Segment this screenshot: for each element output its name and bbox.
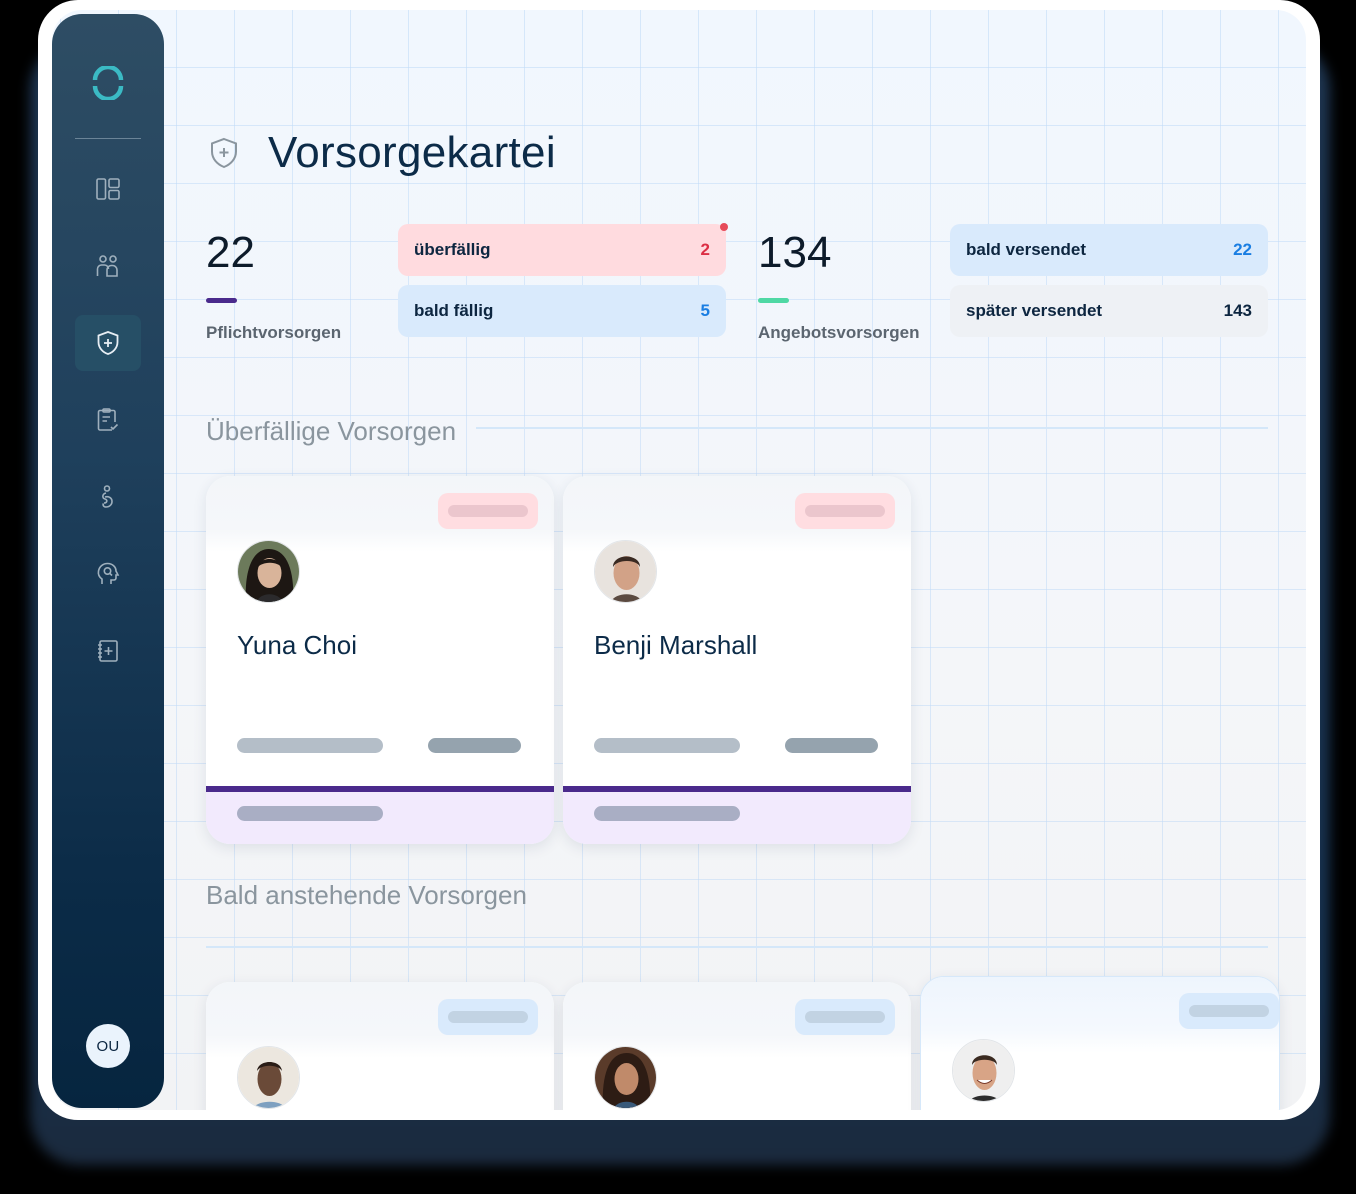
filter-bald-faellig[interactable]: bald fällig 5 — [398, 285, 726, 337]
avatar — [237, 540, 300, 603]
placeholder-line — [594, 738, 740, 753]
pill-count: 2 — [700, 240, 710, 259]
clipboard-check-icon — [97, 408, 119, 431]
ring-logo-icon[interactable] — [91, 66, 125, 100]
sidebar-divider — [75, 138, 141, 139]
sidebar-nav — [75, 161, 141, 679]
stat-pflichtvorsorgen: 22 Pflichtvorsorgen — [206, 228, 341, 343]
sidebar-item-vorsorge[interactable] — [75, 315, 141, 371]
patient-name: Benji Marshall — [594, 630, 758, 660]
pill-count: 22 — [1233, 240, 1252, 259]
users-icon — [96, 255, 118, 277]
card-footer — [206, 786, 554, 844]
pill-label: später versendet — [966, 301, 1103, 320]
stat-label: Angebotsvorsorgen — [758, 323, 920, 342]
avatar — [594, 1046, 657, 1109]
pill-label: bald versendet — [966, 240, 1086, 259]
sidebar-item-people[interactable] — [75, 238, 141, 294]
avatar — [594, 540, 657, 603]
pill-count: 143 — [1223, 301, 1252, 320]
sidebar-item-dashboard[interactable] — [75, 161, 141, 217]
status-badge — [438, 493, 538, 529]
stat-accent-bar — [206, 298, 237, 303]
pill-count: 5 — [700, 301, 710, 320]
page-title: Vorsorgekartei — [268, 128, 556, 177]
patient-card[interactable] — [563, 982, 911, 1110]
status-badge — [795, 999, 895, 1035]
pill-label: bald fällig — [414, 301, 494, 320]
placeholder-line — [785, 738, 878, 753]
filter-spaeter-versendet[interactable]: später versendet 143 — [950, 285, 1268, 337]
device-frame: OU Vorsorgekartei 22 Pflichtvorsorgen — [38, 0, 1320, 1120]
status-badge — [438, 999, 538, 1035]
sidebar-item-mental-health[interactable] — [75, 546, 141, 602]
shield-plus-icon — [211, 137, 237, 169]
pill-label: überfällig — [414, 240, 491, 259]
shield-plus-icon — [97, 331, 119, 355]
section-divider — [476, 427, 1268, 429]
sidebar-item-pregnancy[interactable] — [75, 469, 141, 525]
patient-name: Yuna Choi — [237, 630, 357, 660]
user-avatar[interactable]: OU — [86, 1024, 130, 1068]
stat-value: 22 — [206, 228, 255, 277]
page-header: Vorsorgekartei — [206, 128, 556, 178]
filter-ueberfaellig[interactable]: überfällig 2 — [398, 224, 726, 276]
patient-card[interactable] — [920, 976, 1280, 1110]
stat-accent-bar — [758, 298, 789, 303]
placeholder-line — [237, 738, 383, 753]
section-title-upcoming: Bald anstehende Vorsorgen — [206, 880, 527, 910]
stat-value: 134 — [758, 228, 832, 277]
sidebar: OU — [52, 14, 164, 1108]
placeholder-line — [428, 738, 521, 753]
avatar — [237, 1046, 300, 1109]
status-badge — [795, 493, 895, 529]
patient-card[interactable]: Benji Marshall — [563, 476, 911, 844]
avatar — [952, 1039, 1015, 1102]
head-search-icon — [97, 562, 120, 584]
status-badge — [1179, 993, 1279, 1029]
stat-angebotsvorsorgen: 134 Angebotsvorsorgen — [758, 228, 920, 343]
notebook-plus-icon — [98, 640, 118, 662]
stat-label: Pflichtvorsorgen — [206, 323, 342, 342]
notification-dot — [720, 223, 728, 231]
pregnancy-icon — [102, 485, 113, 508]
main-content: Vorsorgekartei 22 Pflichtvorsorgen überf… — [206, 10, 1306, 1110]
dashboard-layout-icon — [96, 178, 120, 200]
app-screen: OU Vorsorgekartei 22 Pflichtvorsorgen — [52, 10, 1306, 1110]
card-footer — [563, 786, 911, 844]
patient-card[interactable]: Yuna Choi — [206, 476, 554, 844]
sidebar-item-medical-notebook[interactable] — [75, 623, 141, 679]
section-title-overdue: Überfällige Vorsorgen — [206, 416, 457, 446]
sidebar-item-checklist[interactable] — [75, 392, 141, 448]
patient-card[interactable] — [206, 982, 554, 1110]
section-divider — [206, 946, 1268, 948]
filter-bald-versendet[interactable]: bald versendet 22 — [950, 224, 1268, 276]
